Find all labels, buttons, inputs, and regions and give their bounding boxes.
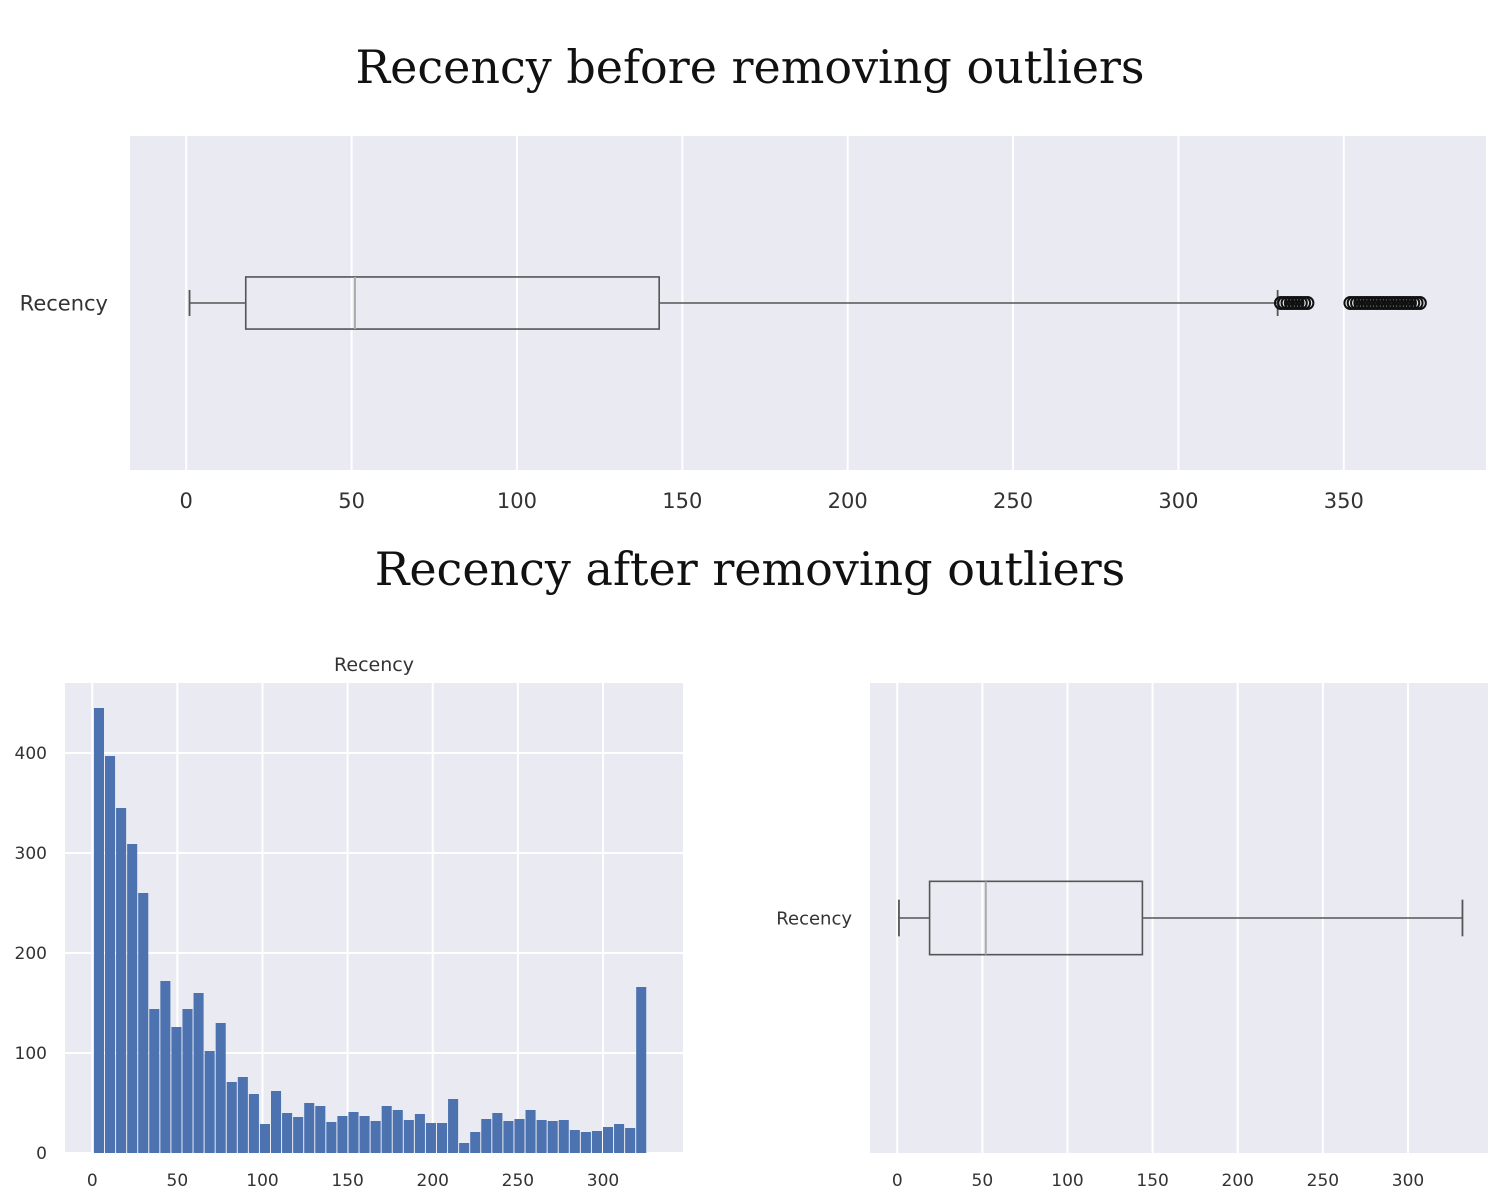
y-tick-label-2: 200 bbox=[15, 944, 47, 964]
outlier-point bbox=[1300, 296, 1315, 310]
histogram-bar bbox=[248, 1094, 259, 1153]
category-label-3: Recency bbox=[776, 908, 852, 929]
x-tick-label-2: 200 bbox=[417, 1171, 449, 1191]
x-tick-label-3: 300 bbox=[1392, 1171, 1424, 1191]
box-iqr-1 bbox=[244, 276, 660, 330]
histogram-bar bbox=[381, 1106, 392, 1153]
x-tick-label-2: 0 bbox=[87, 1171, 98, 1191]
histogram-bar bbox=[370, 1121, 381, 1153]
histogram-bar bbox=[149, 1009, 160, 1153]
x-tick-label-2: 300 bbox=[587, 1171, 619, 1191]
y-tick-label-2: 300 bbox=[15, 844, 47, 864]
histogram-bar bbox=[105, 756, 116, 1153]
histogram-bar bbox=[403, 1120, 414, 1153]
histogram-bar bbox=[436, 1123, 448, 1153]
histogram-bar bbox=[569, 1130, 580, 1153]
x-tick-label-3: 0 bbox=[892, 1171, 903, 1191]
histogram-bar bbox=[614, 1124, 625, 1153]
histogram-bar bbox=[591, 1131, 602, 1153]
histogram-bar bbox=[448, 1099, 459, 1153]
x-tick-label-3: 250 bbox=[1307, 1171, 1339, 1191]
x-tick-label-3: 100 bbox=[1051, 1171, 1083, 1191]
x-tick-label-2: 50 bbox=[167, 1171, 189, 1191]
x-tick-label-1: 50 bbox=[338, 489, 365, 513]
x-tick-label-1: 150 bbox=[662, 489, 702, 513]
category-label-1: Recency bbox=[20, 291, 108, 315]
histogram-bar bbox=[470, 1132, 481, 1153]
histogram-bar bbox=[271, 1091, 282, 1153]
outlier-point bbox=[1412, 296, 1427, 310]
histogram-bar bbox=[93, 708, 105, 1153]
histogram-bar bbox=[625, 1128, 636, 1153]
box-iqr-3 bbox=[928, 880, 1144, 956]
heading-bottom: Recency after removing outliers bbox=[374, 542, 1126, 596]
histogram-bar bbox=[580, 1132, 591, 1153]
histogram-title: Recency bbox=[334, 654, 414, 676]
histogram-bar bbox=[503, 1121, 514, 1153]
histogram-bar bbox=[636, 987, 647, 1153]
histogram-bar bbox=[182, 1009, 193, 1153]
x-tick-label-1: 0 bbox=[180, 489, 193, 513]
histogram-bar bbox=[481, 1119, 492, 1153]
y-tick-label-2: 400 bbox=[15, 744, 47, 764]
y-tick-label-2: 100 bbox=[15, 1044, 47, 1064]
histogram-bar bbox=[536, 1120, 547, 1153]
histogram-bar bbox=[215, 1023, 226, 1153]
histogram-bar bbox=[138, 893, 149, 1153]
x-tick-label-1: 300 bbox=[1158, 489, 1198, 513]
histogram-bar bbox=[315, 1106, 326, 1153]
histogram-bar bbox=[326, 1122, 337, 1153]
x-tick-label-3: 150 bbox=[1136, 1171, 1168, 1191]
histogram-bar bbox=[459, 1143, 470, 1153]
heading-top: Recency before removing outliers bbox=[355, 40, 1145, 94]
x-tick-label-1: 250 bbox=[993, 489, 1033, 513]
histogram-bar bbox=[492, 1113, 503, 1153]
histogram-bar bbox=[204, 1051, 215, 1153]
histogram-bar bbox=[237, 1077, 248, 1153]
histogram-bar bbox=[514, 1119, 525, 1153]
histogram-bar bbox=[359, 1116, 370, 1153]
x-tick-label-2: 100 bbox=[246, 1171, 278, 1191]
histogram-bar bbox=[525, 1110, 536, 1153]
histogram-bar bbox=[425, 1123, 436, 1153]
histogram-bar bbox=[259, 1124, 270, 1153]
histogram-bar bbox=[193, 993, 204, 1153]
histogram-bar bbox=[171, 1027, 182, 1153]
x-tick-label-1: 200 bbox=[828, 489, 868, 513]
histogram-bar bbox=[547, 1121, 558, 1153]
x-tick-label-2: 150 bbox=[331, 1171, 363, 1191]
histogram-bar bbox=[226, 1082, 237, 1153]
x-tick-label-1: 350 bbox=[1324, 489, 1364, 513]
histogram-bar bbox=[160, 981, 171, 1153]
histogram-bar bbox=[558, 1120, 569, 1153]
histogram-bar bbox=[414, 1114, 425, 1153]
x-tick-label-3: 50 bbox=[972, 1171, 994, 1191]
histogram-bar bbox=[127, 844, 138, 1153]
histogram-bar bbox=[116, 808, 127, 1153]
histogram-bar bbox=[293, 1117, 304, 1153]
histogram-bar bbox=[304, 1103, 315, 1153]
histogram-bar bbox=[602, 1127, 614, 1153]
histogram-bar bbox=[392, 1110, 403, 1153]
x-tick-label-1: 100 bbox=[497, 489, 537, 513]
histogram-bar bbox=[282, 1113, 293, 1153]
x-tick-label-2: 250 bbox=[502, 1171, 534, 1191]
histogram-bar bbox=[348, 1112, 359, 1153]
histogram-bar bbox=[337, 1116, 348, 1153]
x-tick-label-3: 200 bbox=[1222, 1171, 1254, 1191]
y-tick-label-2: 0 bbox=[36, 1144, 47, 1164]
